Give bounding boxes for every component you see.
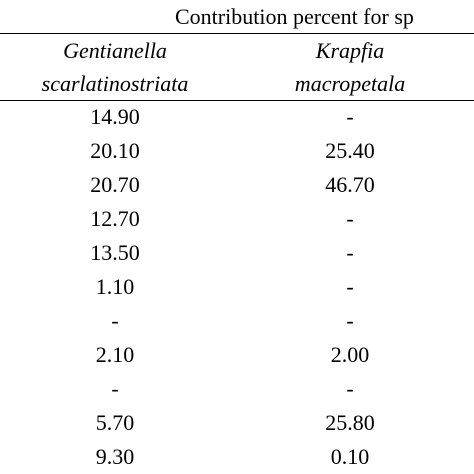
- table-cell: 25.80: [325, 410, 375, 435]
- table-cell: -: [346, 376, 354, 401]
- table-cell: -: [346, 206, 354, 231]
- table-cell: -: [346, 308, 354, 333]
- table-cell: 2.00: [330, 342, 370, 367]
- rule: [0, 33, 474, 34]
- table-cell: 46.70: [325, 172, 375, 197]
- table-cell: -: [111, 308, 119, 333]
- table-cell: 20.10: [90, 138, 140, 163]
- column-header: scarlatinostriata: [41, 71, 189, 96]
- table-cell: 5.70: [95, 410, 135, 435]
- table-cell: 12.70: [90, 206, 140, 231]
- column-header: Krapfia: [315, 38, 385, 63]
- table-cell: -: [346, 274, 354, 299]
- column-header: macropetala: [294, 71, 406, 96]
- table-cell: -: [346, 104, 354, 129]
- table-cell: 14.90: [90, 104, 140, 129]
- rule: [0, 100, 474, 101]
- table-cell: -: [111, 376, 119, 401]
- table-cell: 20.70: [90, 172, 140, 197]
- table-cell: 13.50: [90, 240, 140, 265]
- column-header: Gentianella: [63, 38, 167, 63]
- table-cell: 2.10: [95, 342, 135, 367]
- table-cell: -: [346, 240, 354, 265]
- table-cell: 25.40: [325, 138, 375, 163]
- table-cell: 0.10: [330, 444, 370, 469]
- table-cell: 9.30: [95, 444, 135, 469]
- table-title: Contribution percent for sp: [175, 4, 414, 29]
- table-cell: 1.10: [95, 274, 135, 299]
